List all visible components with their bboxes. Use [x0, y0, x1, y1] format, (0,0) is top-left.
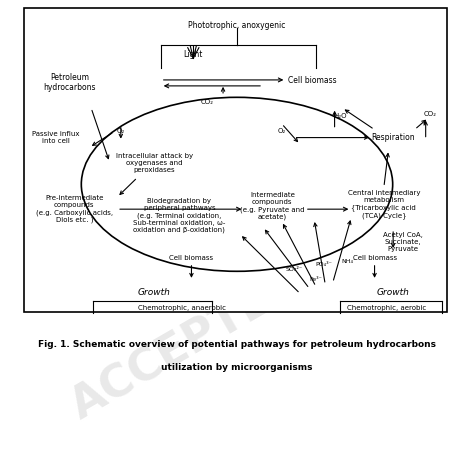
Text: Intermediate
compounds
(e.g. Pyruvate and
acetate): Intermediate compounds (e.g. Pyruvate an… [240, 192, 305, 220]
Text: Fig. 1. Schematic overview of potential pathways for petroleum hydrocarbons: Fig. 1. Schematic overview of potential … [38, 339, 436, 348]
Text: Cell biomass: Cell biomass [169, 254, 213, 260]
Text: Growth: Growth [138, 288, 171, 297]
Text: Respiration: Respiration [371, 133, 415, 142]
Text: Pre-intermediate
compounds
(e.g. Carboxylic acids,
Diols etc. ): Pre-intermediate compounds (e.g. Carboxy… [36, 195, 113, 223]
Text: ACCEPTED: ACCEPTED [63, 259, 311, 427]
Text: Cell biomass: Cell biomass [288, 76, 337, 85]
Text: Chemotrophic, anaerobic: Chemotrophic, anaerobic [138, 304, 226, 310]
Text: Intracellular attack by
oxygenases and
peroxidases: Intracellular attack by oxygenases and p… [116, 153, 193, 173]
Ellipse shape [82, 98, 392, 272]
Text: Light: Light [183, 50, 203, 59]
Text: Biodegradation by
peripheral pathways
(e.g. Terminal oxidation,
Sub-terminal oxi: Biodegradation by peripheral pathways (e… [133, 198, 226, 233]
Text: Chemotrophic, aerobic: Chemotrophic, aerobic [347, 304, 426, 310]
Text: Central intermediary
metabolism
{Tricarboxylic acid
(TCA) Cycle}: Central intermediary metabolism {Tricarb… [347, 190, 420, 218]
Text: H₂O: H₂O [333, 112, 347, 119]
Text: Petroleum
hydrocarbons: Petroleum hydrocarbons [44, 73, 96, 92]
Text: Acetyl CoA,
Succinate,
Pyruvate: Acetyl CoA, Succinate, Pyruvate [383, 231, 422, 251]
Text: Passive influx
into cell: Passive influx into cell [32, 130, 80, 143]
Text: CO₂: CO₂ [424, 110, 437, 117]
Text: utilization by microorganisms: utilization by microorganisms [161, 362, 313, 371]
Text: O₂: O₂ [117, 128, 125, 133]
Text: Growth: Growth [377, 288, 410, 297]
FancyBboxPatch shape [24, 10, 447, 312]
Text: CO₂: CO₂ [201, 99, 214, 105]
Text: SO₄²⁻: SO₄²⁻ [285, 267, 302, 272]
Text: NH₄⁻: NH₄⁻ [342, 259, 357, 264]
Text: Cell biomass: Cell biomass [353, 254, 397, 260]
Text: O₂: O₂ [277, 128, 286, 133]
Text: Fe³⁻: Fe³⁻ [310, 277, 322, 282]
Text: Phototrophic, anoxygenic: Phototrophic, anoxygenic [188, 21, 286, 30]
Text: PO₄³⁻: PO₄³⁻ [315, 262, 332, 267]
